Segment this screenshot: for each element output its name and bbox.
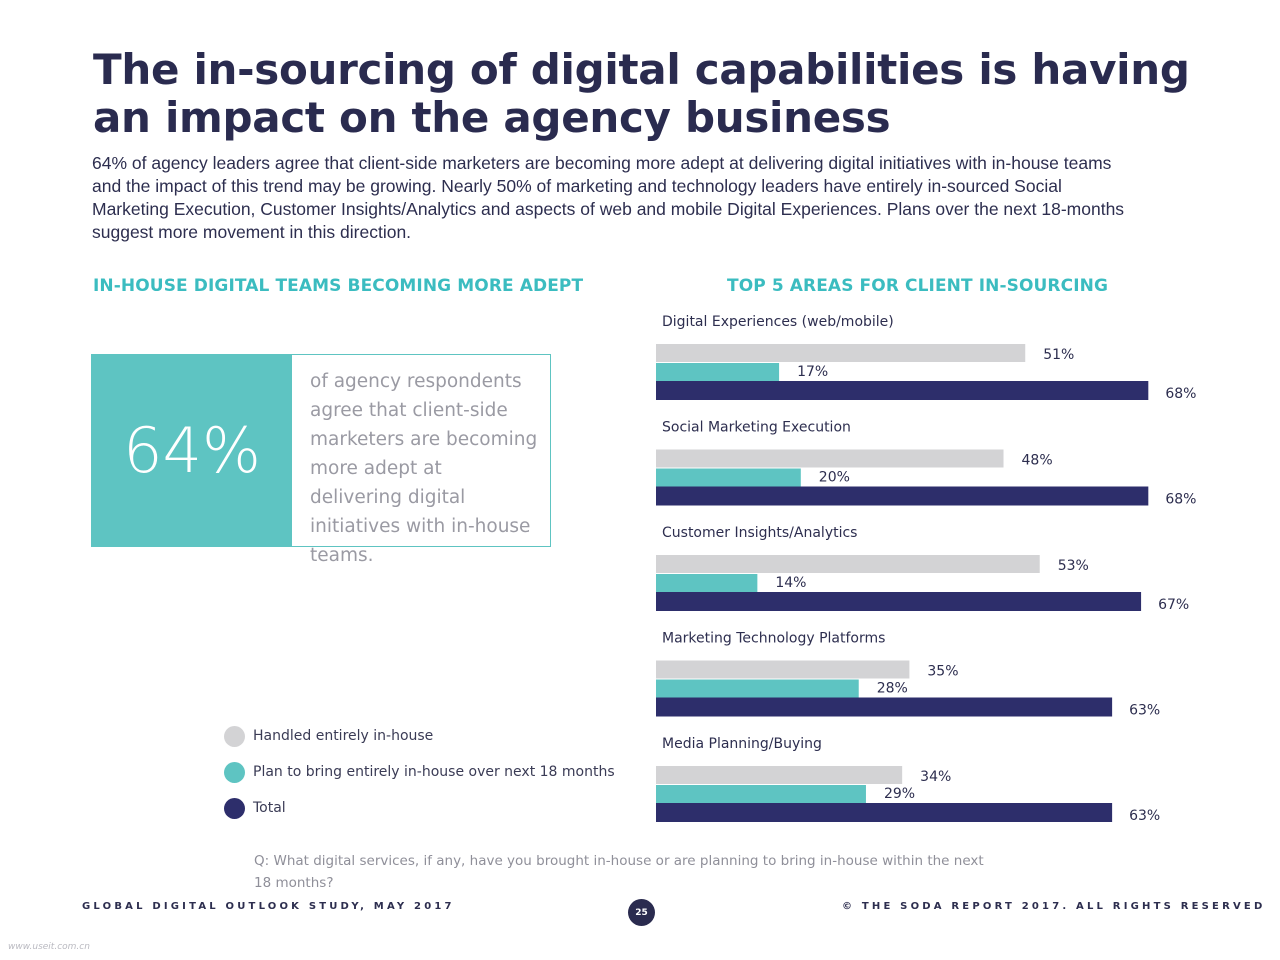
bar-marketing-technology-platforms-total xyxy=(656,697,1113,717)
stat-callout-fill xyxy=(92,355,292,546)
intro-paragraph: 64% of agency leaders agree that client-… xyxy=(92,153,1125,242)
legend-item-handled: Handled entirely in-house xyxy=(224,724,433,748)
page-title: The in-sourcing of digital capabilities … xyxy=(93,46,1213,142)
data-label-marketing-technology-platforms-total: 63% xyxy=(1129,703,1160,719)
legend-swatch-handled xyxy=(224,725,245,747)
in-sourcing-bar-chart: Digital Experiences (web/mobile) 51% 17% 68… xyxy=(656,314,1196,824)
stat-value: 64% xyxy=(123,414,261,487)
bar-customer-insights-analytics-plan-to-bring-entirely-in-house-over-next-18-months xyxy=(656,574,758,592)
data-label-digital-experiences-web-mobile-handled-entirely-in-house: 51% xyxy=(1043,347,1074,363)
stat-description: of agency respondents agree that client-… xyxy=(310,371,538,566)
left-section-heading: IN-HOUSE DIGITAL TEAMS BECOMING MORE ADE… xyxy=(93,276,584,296)
bar-digital-experiences-web-mobile-plan-to-bring-entirely-in-house-over-next-18-months xyxy=(656,363,780,381)
legend-item-total: Total xyxy=(224,796,286,820)
bar-media-planning-buying-handled-entirely-in-house xyxy=(656,766,903,784)
data-label-media-planning-buying-plan-to-bring-entirely-in-house-over-next-18-months: 29% xyxy=(884,786,915,802)
bar-media-planning-buying-total xyxy=(656,803,1113,822)
category-label-marketing-technology-platforms: Marketing Technology Platforms xyxy=(662,631,885,647)
page-number: 25 xyxy=(628,899,655,926)
bar-media-planning-buying-plan-to-bring-entirely-in-house-over-next-18-months xyxy=(656,785,866,803)
page-title-line-2: an impact on the agency business xyxy=(93,93,891,142)
legend-label-plan: Plan to bring entirely in-house over nex… xyxy=(253,764,615,780)
survey-question: Q: What digital services, if any, have y… xyxy=(254,853,984,891)
legend-label-handled: Handled entirely in-house xyxy=(253,728,434,744)
data-label-marketing-technology-platforms-handled-entirely-in-house: 35% xyxy=(927,664,958,680)
data-label-social-marketing-execution-plan-to-bring-entirely-in-house-over-next-18-months: 20% xyxy=(819,470,850,486)
data-label-social-marketing-execution-total: 68% xyxy=(1165,492,1196,508)
data-label-customer-insights-analytics-plan-to-bring-entirely-in-house-over-next-18-months: 14% xyxy=(775,575,806,591)
legend-swatch-plan xyxy=(224,761,245,783)
watermark: www.useit.com.cn xyxy=(8,942,90,952)
data-label-digital-experiences-web-mobile-plan-to-bring-entirely-in-house-over-next-18-months: 17% xyxy=(797,364,828,380)
bar-digital-experiences-web-mobile-handled-entirely-in-house xyxy=(656,344,1026,362)
bar-digital-experiences-web-mobile-total xyxy=(656,381,1149,400)
bar-customer-insights-analytics-total xyxy=(656,592,1142,611)
footer-study-name: GLOBAL DIGITAL OUTLOOK STUDY, MAY 2017 xyxy=(82,901,455,912)
chart-title: TOP 5 AREAS FOR CLIENT IN-SOURCING xyxy=(727,276,1108,296)
data-label-customer-insights-analytics-handled-entirely-in-house: 53% xyxy=(1058,558,1089,574)
data-label-social-marketing-execution-handled-entirely-in-house: 48% xyxy=(1022,453,1053,469)
page-title-line-1: The in-sourcing of digital capabilities … xyxy=(93,45,1190,94)
category-label-media-planning-buying: Media Planning/Buying xyxy=(662,736,822,752)
category-label-social-marketing-execution: Social Marketing Execution xyxy=(662,420,851,436)
bar-social-marketing-execution-total xyxy=(656,486,1149,506)
legend-swatch-total xyxy=(224,797,245,819)
category-label-digital-experiences-web-mobile: Digital Experiences (web/mobile) xyxy=(662,314,894,330)
legend-item-plan: Plan to bring entirely in-house over nex… xyxy=(224,760,615,784)
bar-marketing-technology-platforms-plan-to-bring-entirely-in-house-over-next-18-months xyxy=(656,679,859,698)
data-label-media-planning-buying-handled-entirely-in-house: 34% xyxy=(920,769,951,785)
data-label-marketing-technology-platforms-plan-to-bring-entirely-in-house-over-next-18-months: 28% xyxy=(877,681,908,697)
data-label-customer-insights-analytics-total: 67% xyxy=(1158,597,1189,613)
bar-social-marketing-execution-plan-to-bring-entirely-in-house-over-next-18-months xyxy=(656,468,801,487)
bar-customer-insights-analytics-handled-entirely-in-house xyxy=(656,555,1040,573)
data-label-digital-experiences-web-mobile-total: 68% xyxy=(1165,386,1196,402)
data-label-media-planning-buying-total: 63% xyxy=(1129,808,1160,824)
category-label-customer-insights-analytics: Customer Insights/Analytics xyxy=(662,525,857,541)
legend-label-total: Total xyxy=(253,800,286,816)
footer-copyright: © THE SODA REPORT 2017. ALL RIGHTS RESER… xyxy=(842,901,1266,912)
bar-marketing-technology-platforms-handled-entirely-in-house xyxy=(656,660,910,679)
bar-social-marketing-execution-handled-entirely-in-house xyxy=(656,449,1004,468)
stat-callout: 64% of agency respondents agree that cli… xyxy=(91,354,551,566)
